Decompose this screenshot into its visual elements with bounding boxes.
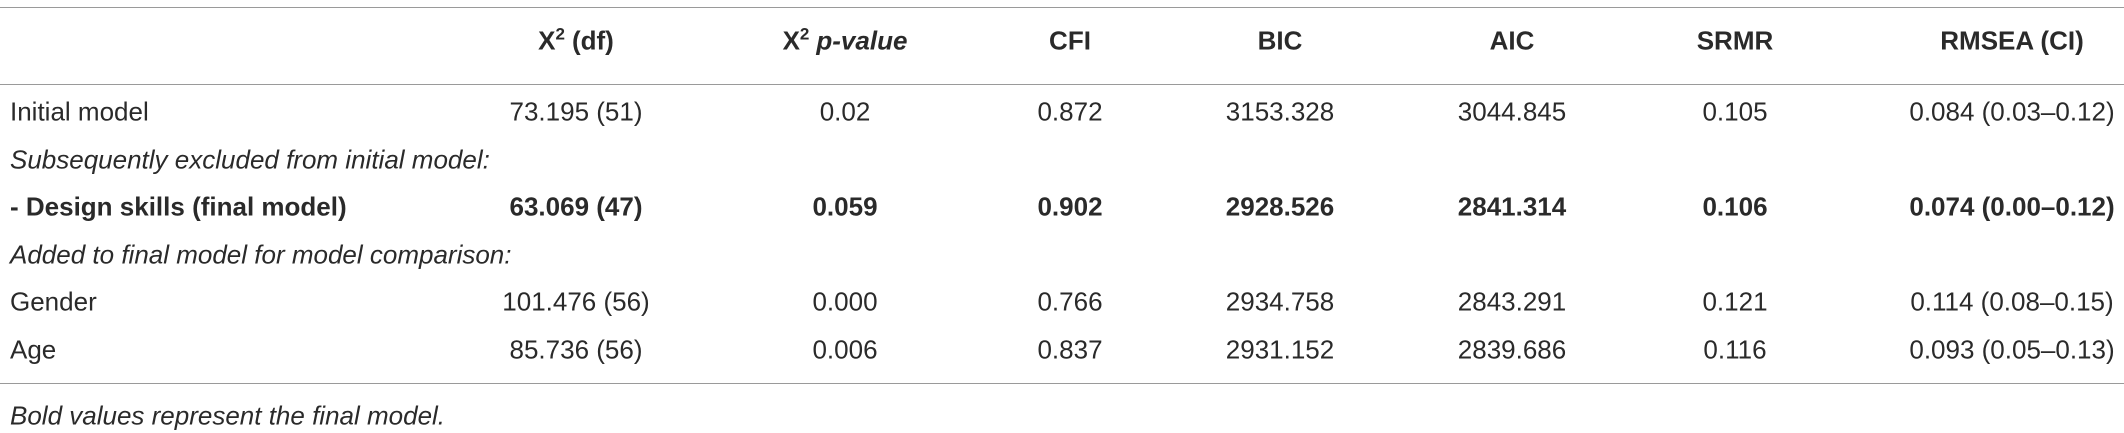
row-label: Age xyxy=(10,334,57,365)
table-cell: 0.02 xyxy=(819,96,871,127)
column-header: SRMR xyxy=(1697,26,1774,57)
header-superscript: 2 xyxy=(555,24,565,44)
table-cell: 0.059 xyxy=(812,191,878,222)
section-label: Subsequently excluded from initial model… xyxy=(10,144,490,175)
table-cell: 101.476 (56) xyxy=(502,286,650,317)
table-cell: 0.114 (0.08–0.15) xyxy=(1910,286,2114,317)
table-cell: 0.093 (0.05–0.13) xyxy=(1909,334,2115,365)
table-cell: 0.766 xyxy=(1037,286,1103,317)
header-rule xyxy=(0,84,2124,85)
footnote: Bold values represent the final model. xyxy=(10,400,446,431)
header-text: X xyxy=(782,25,800,56)
header-text: SRMR xyxy=(1696,25,1774,56)
header-suffix: p-value xyxy=(816,25,908,56)
table-cell: 3153.328 xyxy=(1225,96,1335,127)
table-cell: 0.084 (0.03–0.12) xyxy=(1909,96,2115,127)
table-cell: 0.121 xyxy=(1702,286,1768,317)
table-cell: 0.074 (0.00–0.12) xyxy=(1909,191,2115,222)
header-superscript: 2 xyxy=(799,24,810,44)
top-rule xyxy=(0,7,2124,8)
table-cell: 0.116 xyxy=(1703,334,1767,365)
column-header: RMSEA (CI) xyxy=(1940,26,2083,57)
table-cell: 0.837 xyxy=(1037,334,1103,365)
table-cell: 0.106 xyxy=(1702,191,1768,222)
header-text: BIC xyxy=(1257,25,1303,56)
row-label: - Design skills (final model) xyxy=(10,191,347,222)
column-header: BIC xyxy=(1258,26,1303,57)
header-text: RMSEA (CI) xyxy=(1940,25,2084,56)
table-cell: 85.736 (56) xyxy=(509,334,643,365)
bottom-rule xyxy=(0,383,2124,384)
table-cell: 0.902 xyxy=(1037,191,1103,222)
table-cell: 2934.758 xyxy=(1225,286,1335,317)
row-label: Gender xyxy=(10,286,97,317)
column-header: X2 (df) xyxy=(538,26,614,57)
table-cell: 63.069 (47) xyxy=(509,191,643,222)
table-cell: 73.195 (51) xyxy=(509,96,643,127)
column-header: CFI xyxy=(1049,26,1091,57)
table-cell: 0.872 xyxy=(1037,96,1103,127)
table-cell: 2928.526 xyxy=(1225,191,1335,222)
column-header: X2 p-value xyxy=(783,26,908,57)
table-cell: 2843.291 xyxy=(1457,286,1567,317)
header-text: CFI xyxy=(1049,25,1091,56)
table-cell: 2931.152 xyxy=(1225,334,1335,365)
table-cell: 3044.845 xyxy=(1457,96,1567,127)
column-header: AIC xyxy=(1490,26,1535,57)
table-cell: 2841.314 xyxy=(1457,191,1567,222)
table-cell: 0.000 xyxy=(812,286,878,317)
table-cell: 2839.686 xyxy=(1457,334,1567,365)
table-cell: 0.006 xyxy=(812,334,878,365)
header-text: AIC xyxy=(1489,25,1535,56)
row-label: Initial model xyxy=(10,96,149,127)
table-cell: 0.105 xyxy=(1702,96,1768,127)
section-label: Added to final model for model compariso… xyxy=(10,239,512,270)
header-text: X xyxy=(538,25,556,56)
header-suffix: (df) xyxy=(571,25,614,56)
